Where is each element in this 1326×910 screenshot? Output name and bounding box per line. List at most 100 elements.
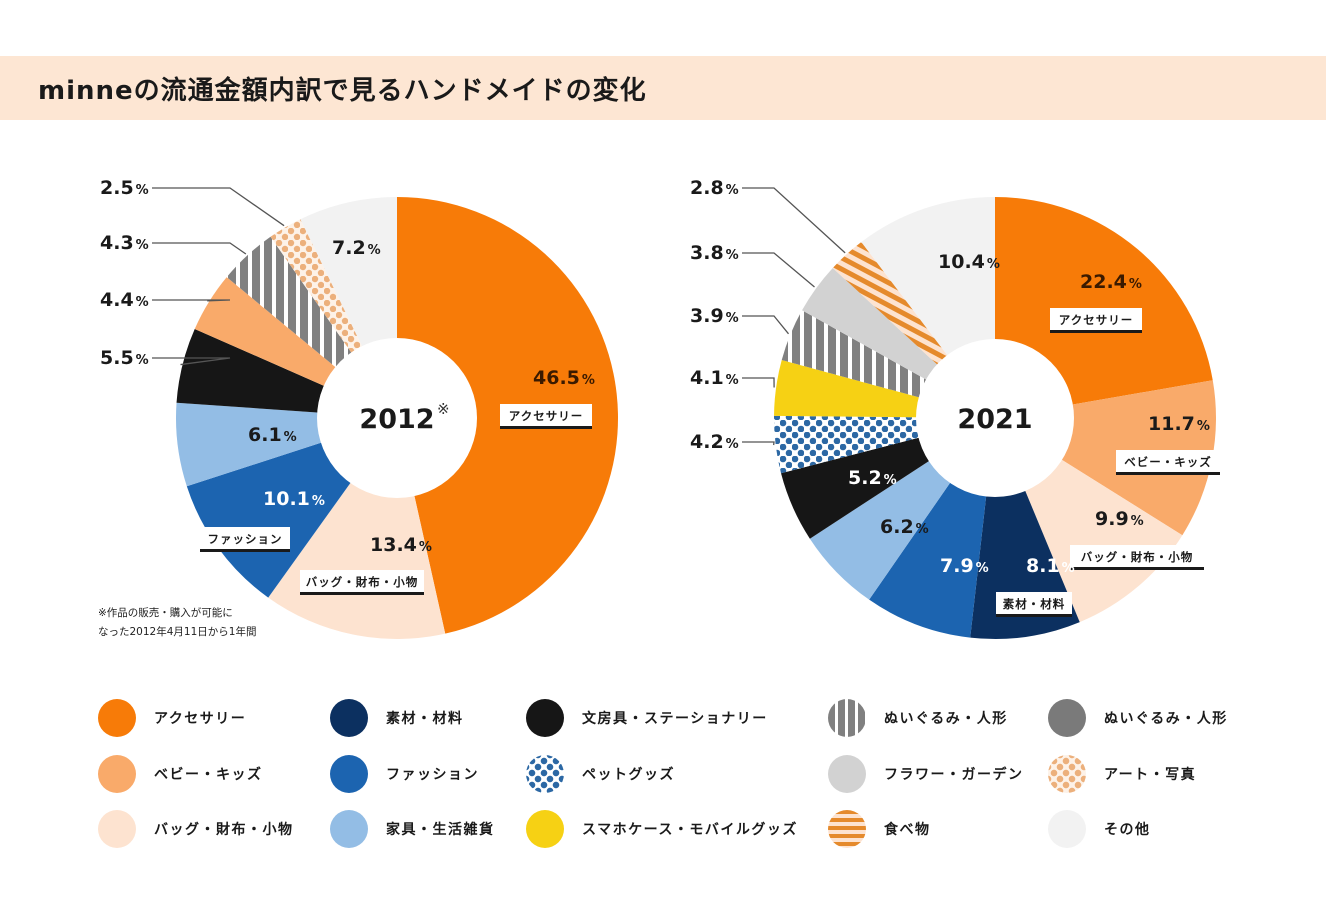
data-label: 8.1% bbox=[1026, 555, 1075, 577]
legend-label: アクセサリー bbox=[154, 711, 247, 727]
category-label: バッグ・財布・小物 bbox=[306, 575, 419, 589]
legend-item-plush: ぬいぐるみ・人形 bbox=[828, 698, 1008, 738]
title-band: minneの流通金額内訳で見るハンドメイドの変化 bbox=[0, 56, 1326, 120]
data-label: 7.2% bbox=[332, 237, 381, 259]
legend-swatch-icon bbox=[330, 755, 368, 793]
donut-hole bbox=[916, 339, 1074, 497]
data-label: 7.9% bbox=[940, 555, 989, 577]
legend-label: アート・写真 bbox=[1104, 767, 1197, 783]
category-label-box: バッグ・財布・小物 bbox=[1070, 545, 1204, 570]
category-label: ファッション bbox=[208, 532, 283, 546]
data-label: 5.2% bbox=[848, 467, 897, 489]
legend-swatch-icon bbox=[330, 699, 368, 737]
data-label: 3.8% bbox=[690, 242, 739, 264]
category-label-box: アクセサリー bbox=[500, 404, 592, 429]
footnote-line-1: ※作品の販売・購入が可能に bbox=[98, 607, 233, 619]
data-label: 6.2% bbox=[880, 516, 929, 538]
legend-label: 食べ物 bbox=[884, 822, 931, 838]
data-label: 4.3% bbox=[100, 232, 149, 254]
legend-label: ペットグッズ bbox=[582, 767, 675, 783]
category-label: バッグ・財布・小物 bbox=[1081, 550, 1194, 564]
legend-label: 文房具・ステーショナリー bbox=[582, 711, 768, 727]
legend-item-other: その他 bbox=[1048, 809, 1151, 849]
legend-label: ぬいぐるみ・人形 bbox=[884, 711, 1008, 727]
data-label: 22.4% bbox=[1080, 271, 1142, 293]
legend-label: フラワー・ガーデン bbox=[884, 767, 1024, 783]
legend-item-plush2: ぬいぐるみ・人形 bbox=[1048, 698, 1228, 738]
leader-line bbox=[742, 377, 775, 388]
center-year-label: 2021 bbox=[957, 404, 1032, 435]
data-label: 4.2% bbox=[690, 431, 739, 453]
legend-swatch-icon bbox=[526, 755, 564, 793]
category-label-box: バッグ・財布・小物 bbox=[300, 570, 424, 595]
leader-line bbox=[742, 315, 790, 335]
data-label: 2.8% bbox=[690, 177, 739, 199]
legend-label: その他 bbox=[1104, 822, 1151, 838]
data-label: 9.9% bbox=[1095, 508, 1144, 530]
footnote: ※作品の販売・購入が可能に なった2012年4月11日から1年間 bbox=[98, 604, 256, 642]
legend-swatch-icon bbox=[1048, 755, 1086, 793]
leader-line bbox=[742, 441, 775, 446]
category-label: ベビー・キッズ bbox=[1124, 455, 1212, 469]
donut-charts: 2012 ※ 5.5 % 4.4 % 4.3 % 2.5 % 46.5 % アクセサリー 13.4 % バッグ… bbox=[100, 177, 1220, 639]
category-label: アクセサリー bbox=[1059, 313, 1133, 327]
category-label-box: アクセサリー bbox=[1050, 308, 1142, 333]
legend-label: ベビー・キッズ bbox=[154, 767, 263, 783]
page-title: minneの流通金額内訳で見るハンドメイドの変化 bbox=[38, 76, 647, 106]
category-label: 素材・材料 bbox=[1003, 597, 1066, 611]
legend-label: 素材・材料 bbox=[386, 711, 464, 727]
donut-hole bbox=[317, 338, 477, 498]
leader-line bbox=[742, 187, 846, 254]
data-label: 2.5% bbox=[100, 177, 149, 199]
legend-item-stationery: 文房具・ステーショナリー bbox=[526, 698, 768, 738]
data-label: 46.5% bbox=[533, 367, 595, 389]
data-label: 10.1% bbox=[263, 488, 325, 510]
legend-label: スマホケース・モバイルグッズ bbox=[582, 822, 798, 838]
center-year-note-mark: ※ bbox=[437, 400, 450, 418]
donut-chart-2012: 2012 ※ 5.5 % 4.4 % 4.3 % 2.5 % 46.5 % アクセサリー 13.4 % バッグ… bbox=[100, 177, 619, 639]
legend-label: 家具・生活雑貨 bbox=[386, 822, 495, 838]
legend-item-food: 食べ物 bbox=[828, 809, 931, 849]
legend-swatch-icon bbox=[98, 699, 136, 737]
legend-item-pet: ペットグッズ bbox=[526, 754, 675, 794]
data-label: 5.5% bbox=[100, 347, 149, 369]
legend-item-fashion: ファッション bbox=[330, 754, 479, 794]
donut-chart-2021: 2021 4.2 % 4.1 % 3.9 % 3.8 % 2.8 % 22.4 % アクセサリー 11.7%… bbox=[690, 177, 1220, 639]
center-year-label: 2012 bbox=[359, 404, 434, 435]
data-label: 11.7% bbox=[1148, 413, 1210, 435]
legend-item-art: アート・写真 bbox=[1048, 754, 1196, 794]
category-label-box: ファッション bbox=[200, 527, 290, 552]
legend-label: ファッション bbox=[386, 767, 479, 783]
data-label: 13.4% bbox=[370, 534, 432, 556]
data-label: 6.1% bbox=[248, 424, 297, 446]
data-label: 10.4% bbox=[938, 251, 1000, 273]
legend-item-phone: スマホケース・モバイルグッズ bbox=[526, 809, 798, 849]
legend-swatch-icon bbox=[1048, 699, 1086, 737]
legend-swatch-icon bbox=[330, 810, 368, 848]
legend-swatch-icon bbox=[828, 699, 866, 737]
legend-swatch-icon bbox=[526, 810, 564, 848]
legend-swatch-icon bbox=[828, 755, 866, 793]
category-label: アクセサリー bbox=[509, 409, 583, 423]
leader-line bbox=[152, 299, 231, 302]
legend-swatch-icon bbox=[1048, 810, 1086, 848]
data-label: 4.4% bbox=[100, 289, 149, 311]
data-label: 4.1% bbox=[690, 367, 739, 389]
legend-label: バッグ・財布・小物 bbox=[154, 822, 294, 838]
data-label: 3.9% bbox=[690, 305, 739, 327]
legend-swatch-icon bbox=[526, 699, 564, 737]
legend-label: ぬいぐるみ・人形 bbox=[1104, 711, 1228, 727]
leader-line bbox=[742, 252, 815, 288]
legend-item-material: 素材・材料 bbox=[330, 698, 464, 738]
legend-item-bag: バッグ・財布・小物 bbox=[98, 809, 294, 849]
legend-item-flower: フラワー・ガーデン bbox=[828, 754, 1024, 794]
leader-line bbox=[152, 187, 285, 227]
legend-item-furniture: 家具・生活雑貨 bbox=[330, 809, 495, 849]
legend-item-baby: ベビー・キッズ bbox=[98, 754, 263, 794]
category-label-box: 素材・材料 bbox=[996, 592, 1072, 617]
category-label-box: ベビー・キッズ bbox=[1116, 450, 1220, 475]
leader-line bbox=[152, 357, 231, 366]
legend-item-accessory: アクセサリー bbox=[98, 698, 246, 738]
legend: アクセサリー ベビー・キッズバッグ・財布・小物 素材・材料ファッション 家具・生活雑貨… bbox=[98, 698, 1278, 858]
legend-swatch-icon bbox=[828, 810, 866, 848]
